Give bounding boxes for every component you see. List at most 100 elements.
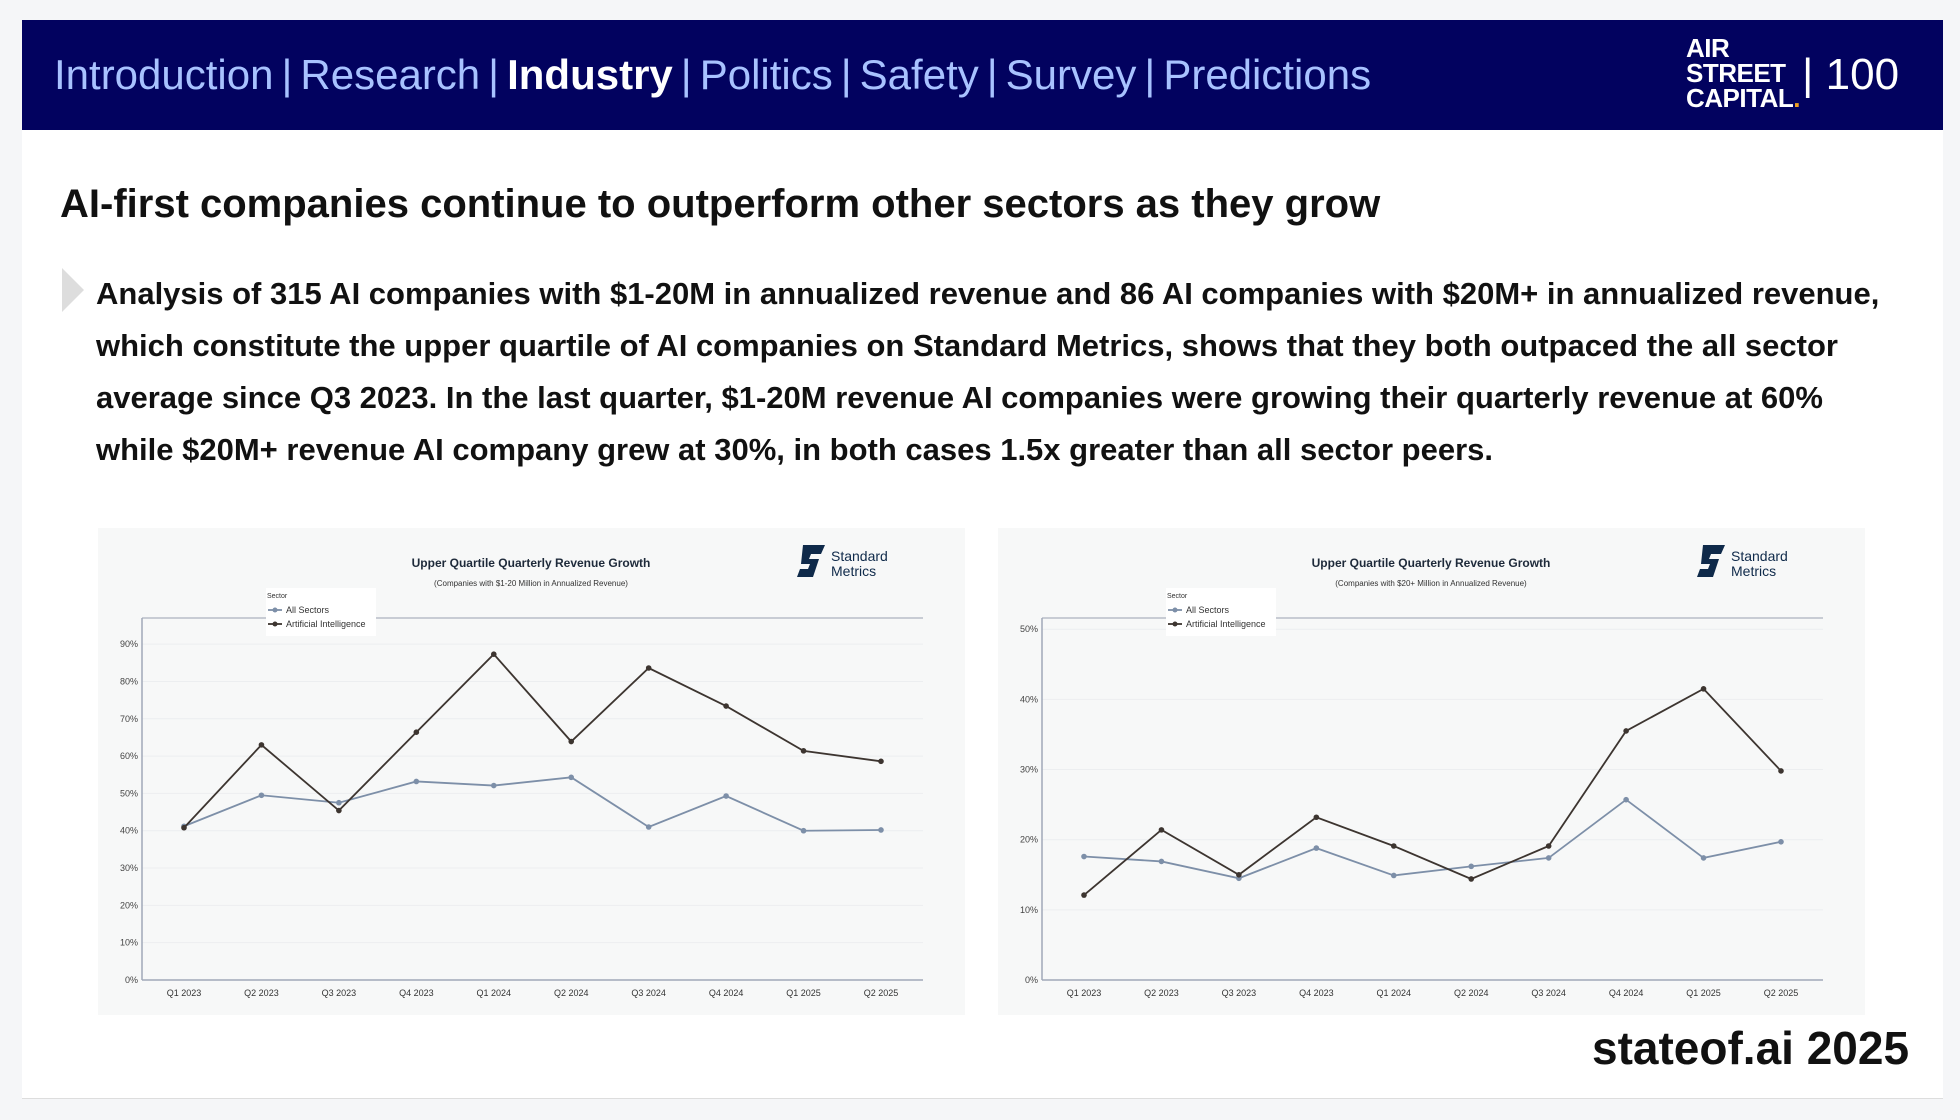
brand-name: Standard (831, 548, 888, 564)
x-tick-label: Q2 2024 (554, 988, 589, 998)
chart-20m-plus: 0% 10% 20% 30% 40% 50% Q1 2023 Q2 2023 Q3 2023 Q4… (998, 528, 1865, 1015)
y-tick-label: 70% (120, 714, 138, 724)
logo-dot: . (1793, 83, 1800, 113)
plot-area (1042, 618, 1823, 980)
y-tick-label: 10% (120, 938, 138, 948)
legend-title: Sector (1167, 593, 1188, 600)
slide: Introduction | Research | Industry | Politics |… (22, 20, 1943, 1099)
slide-title: AI-first companies continue to outperfor… (60, 182, 1381, 226)
data-point (1545, 855, 1552, 861)
y-tick-label: 90% (120, 639, 138, 649)
nav-item-research[interactable]: Research (300, 51, 481, 98)
data-point (490, 782, 497, 789)
brand-name: Metrics (831, 563, 876, 579)
nav-item-introduction[interactable]: Introduction (54, 51, 274, 98)
chart-title: Upper Quartile Quarterly Revenue Growth (1312, 556, 1551, 570)
legend-label: Artificial Intelligence (1186, 619, 1266, 629)
data-point (1313, 845, 1320, 851)
series-line-all-sectors (183, 776, 882, 832)
data-point (181, 824, 187, 831)
nav-item-predictions[interactable]: Predictions (1163, 51, 1372, 98)
legend-title: Sector (267, 593, 288, 600)
x-tick-label: Q2 2025 (1764, 988, 1799, 998)
data-point (1390, 843, 1397, 849)
logo-line-2: STREET (1686, 58, 1786, 88)
y-tick-label: 80% (120, 676, 138, 686)
nav-separator: | (986, 51, 998, 98)
data-point (1081, 853, 1087, 860)
data-point (568, 738, 575, 745)
y-tick-label: 50% (120, 788, 138, 798)
x-tick-label: Q3 2023 (1222, 988, 1257, 998)
data-point (645, 824, 652, 830)
x-tick-label: Q1 2023 (167, 988, 202, 998)
x-tick-label: Q4 2023 (399, 988, 434, 998)
data-point (1158, 858, 1165, 865)
y-tick-label: 60% (120, 751, 138, 761)
x-tick-label: Q4 2024 (1609, 988, 1644, 998)
legend-label: All Sectors (286, 605, 330, 615)
series-line-ai (183, 652, 882, 829)
logo-line-1: AIR (1686, 33, 1730, 63)
footer-brand: stateof.ai 2025 (1592, 1022, 1910, 1074)
data-point (258, 742, 265, 748)
data-point (336, 807, 342, 814)
x-tick-label: Q2 2023 (244, 988, 279, 998)
standard-metrics-logo-icon (1697, 545, 1725, 577)
brand-name: Metrics (1731, 563, 1776, 579)
data-point (1468, 863, 1475, 870)
x-tick-label: Q1 2024 (477, 988, 512, 998)
y-tick-label: 20% (1020, 835, 1038, 845)
y-tick-label: 20% (120, 900, 138, 910)
nav-item-survey[interactable]: Survey (1005, 51, 1137, 98)
series-line-all-sectors (1083, 798, 1782, 880)
legend-marker (272, 621, 278, 627)
brand-name: Standard (1731, 548, 1788, 564)
header-bar: Introduction | Research | Industry | Politics |… (22, 20, 1943, 130)
x-tick-label: Q4 2023 (1299, 988, 1334, 998)
nav-separator: | (680, 51, 692, 98)
standard-metrics-logo-icon (797, 545, 825, 577)
data-point (336, 799, 342, 806)
data-point (800, 827, 807, 834)
data-point (645, 665, 652, 671)
nav-separator: | (281, 51, 293, 98)
x-tick-label: Q1 2024 (1377, 988, 1412, 998)
y-tick-label: 40% (120, 826, 138, 836)
data-point (723, 793, 729, 799)
data-point (1700, 855, 1707, 861)
y-tick-label: 30% (1020, 765, 1038, 775)
series-line-ai (1083, 687, 1782, 896)
x-tick-label: Q2 2023 (1144, 988, 1179, 998)
legend-marker (1172, 607, 1178, 613)
data-point (1390, 872, 1397, 879)
y-tick-label: 10% (1020, 905, 1038, 915)
nav-item-industry[interactable]: Industry (507, 51, 673, 98)
x-tick-label: Q3 2023 (322, 988, 357, 998)
nav-separator: | (840, 51, 852, 98)
data-point (878, 827, 884, 833)
data-point (1236, 871, 1242, 878)
y-tick-label: 30% (120, 863, 138, 873)
data-point (568, 774, 575, 781)
chart-subtitle: (Companies with $20+ Million in Annualiz… (1335, 579, 1527, 588)
legend-label: Artificial Intelligence (286, 619, 366, 629)
x-tick-label: Q2 2025 (864, 988, 899, 998)
x-tick-label: Q1 2025 (1686, 988, 1721, 998)
data-point (1623, 728, 1629, 734)
chart-title: Upper Quartile Quarterly Revenue Growth (412, 556, 651, 570)
y-tick-label: 50% (1020, 624, 1038, 634)
legend-marker (272, 607, 278, 613)
data-point (1313, 814, 1320, 821)
y-tick-label: 0% (1025, 975, 1038, 985)
nav-item-politics[interactable]: Politics (699, 51, 833, 98)
legend-marker (1172, 621, 1178, 627)
data-point (800, 748, 807, 754)
chart-1-20m: 0% 10% 20% 30% 40% 50% 60% 70% 80% 90% Q1 2023 Q2 2… (98, 528, 965, 1015)
data-point (1778, 768, 1784, 774)
page-number: | 100 (1802, 50, 1900, 99)
plot-area (142, 618, 923, 980)
data-point (1158, 827, 1165, 833)
legend-box (266, 588, 376, 636)
nav-item-safety[interactable]: Safety (859, 51, 979, 98)
